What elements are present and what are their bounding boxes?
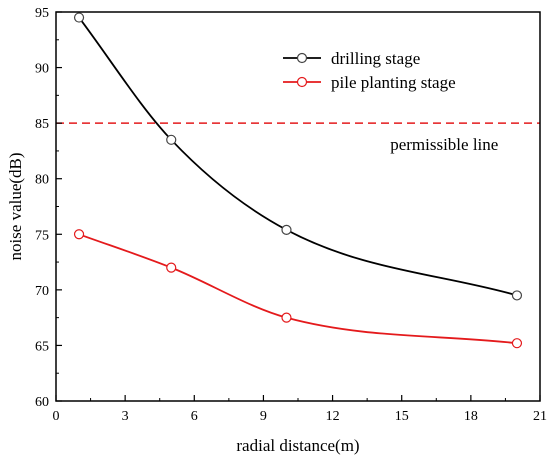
data-point	[511, 290, 523, 301]
plot-area	[56, 12, 540, 349]
x-tick-label: 6	[191, 409, 198, 424]
y-tick-label: 80	[35, 173, 49, 188]
x-tick-label: 3	[122, 409, 129, 424]
y-tick-label: 70	[35, 284, 49, 299]
legend-swatch-marker	[296, 76, 308, 88]
y-axis-title: noise value(dB)	[6, 152, 25, 260]
data-point	[73, 229, 85, 240]
y-tick-label: 85	[35, 117, 49, 132]
x-tick-label: 12	[326, 409, 340, 424]
series-line-1	[78, 233, 518, 345]
data-point	[281, 312, 292, 323]
x-tick-label: 21	[533, 409, 547, 424]
series-line-0	[78, 17, 518, 297]
y-tick-label: 95	[35, 6, 49, 21]
y-tick-label: 65	[35, 339, 49, 354]
x-tick-label: 15	[395, 409, 409, 424]
data-point	[166, 134, 177, 145]
x-axis-title: radial distance(m)	[236, 436, 359, 455]
y-axis-ticks: 60 65 70 75 80 85 90 95	[35, 6, 62, 410]
data-point	[511, 338, 523, 349]
x-tick-label: 9	[260, 409, 267, 424]
legend-swatch-marker	[296, 52, 308, 64]
data-point	[73, 12, 85, 23]
y-tick-label: 60	[35, 395, 49, 410]
legend-entry-label: pile planting stage	[331, 73, 456, 92]
x-axis-ticks: 0 3 6 9 12 15 18 21	[53, 395, 547, 424]
y-tick-label: 75	[35, 228, 49, 243]
legend: drilling stage pile planting stage	[283, 49, 456, 92]
data-point	[281, 224, 292, 235]
x-tick-label: 18	[464, 409, 478, 424]
data-point	[166, 262, 177, 273]
plot-frame	[55, 11, 541, 402]
legend-entry-label: drilling stage	[331, 49, 420, 68]
permissible-line-label: permissible line	[390, 135, 498, 154]
y-tick-label: 90	[35, 62, 49, 77]
x-tick-label: 0	[53, 409, 60, 424]
